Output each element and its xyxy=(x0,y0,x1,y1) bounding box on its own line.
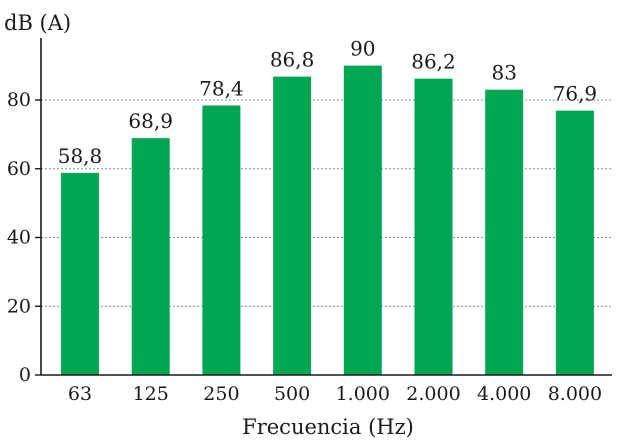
bar-value-label: 78,4 xyxy=(199,77,244,101)
bar xyxy=(202,105,241,375)
y-axis-title: dB (A) xyxy=(4,11,71,35)
y-tick-label: 80 xyxy=(7,89,31,111)
y-tick-label: 60 xyxy=(7,158,31,180)
bar xyxy=(555,110,594,375)
data-labels: 58,8 68,9 78,4 86,8 90 86,2 83 76,9 xyxy=(58,37,597,168)
x-axis-title: Frecuencia (Hz) xyxy=(242,415,414,439)
bar-value-label: 83 xyxy=(491,61,516,85)
x-tick-label: 2.000 xyxy=(406,383,460,405)
bar xyxy=(61,172,99,375)
bar-value-label: 86,2 xyxy=(411,50,456,74)
grid-lines xyxy=(41,99,612,307)
x-tick-label: 8.000 xyxy=(548,383,602,405)
x-tick-label: 125 xyxy=(133,383,169,405)
bar xyxy=(273,76,312,375)
bars xyxy=(61,65,594,375)
y-tick-label: 20 xyxy=(7,295,31,317)
bar xyxy=(485,89,524,375)
bar-value-label: 86,8 xyxy=(270,48,315,72)
bar-value-label: 68,9 xyxy=(128,109,173,133)
bar-value-label: 90 xyxy=(350,37,375,61)
x-tick-label: 1.000 xyxy=(336,383,390,405)
bar-value-label: 58,8 xyxy=(58,144,103,168)
bar xyxy=(414,78,453,375)
bar xyxy=(131,138,170,375)
x-axis-ticks: 63 125 250 500 1.000 2.000 4.000 8.000 xyxy=(68,383,602,405)
x-tick-label: 250 xyxy=(203,383,239,405)
y-tick-label: 0 xyxy=(19,364,31,386)
bar-value-label: 76,9 xyxy=(553,82,598,106)
y-tick-label: 40 xyxy=(7,227,31,249)
bar xyxy=(343,65,382,375)
x-tick-label: 63 xyxy=(68,383,92,405)
y-axis-ticks: 0 20 40 60 80 xyxy=(7,89,41,386)
x-tick-label: 4.000 xyxy=(477,383,531,405)
x-tick-label: 500 xyxy=(274,383,310,405)
